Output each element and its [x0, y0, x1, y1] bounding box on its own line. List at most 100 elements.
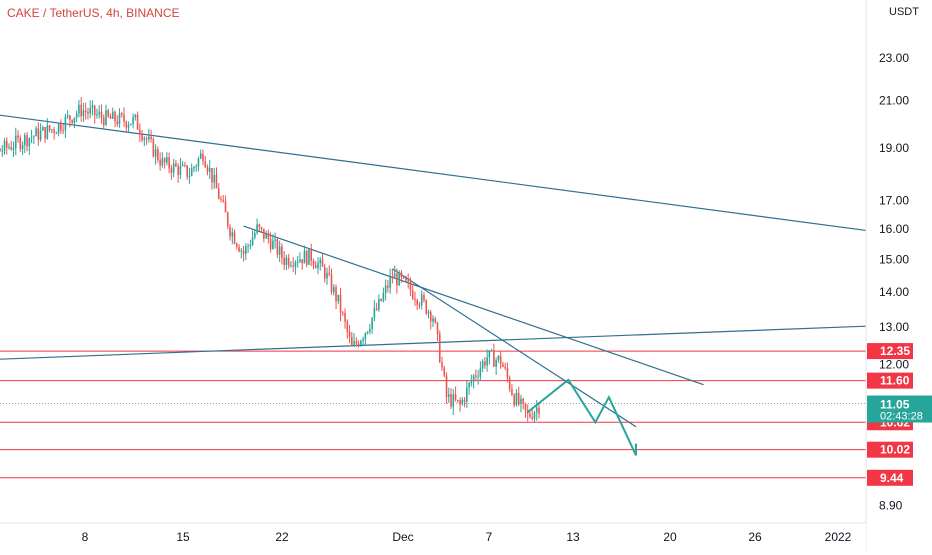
time-tick-label: Dec	[392, 530, 413, 544]
candle-body	[378, 298, 380, 310]
candle-body	[461, 399, 464, 405]
candle-body	[80, 104, 82, 117]
candle-body	[502, 364, 504, 367]
time-tick-label: 2022	[825, 530, 852, 544]
candle-body	[238, 246, 240, 252]
time-tick-label: 7	[486, 530, 493, 544]
candle-body	[1, 150, 4, 152]
candle-body	[391, 276, 394, 278]
candle-body	[443, 367, 446, 376]
candle-body	[120, 113, 123, 115]
candle-body	[152, 138, 155, 157]
candle-body	[37, 128, 40, 140]
candle-body	[290, 265, 292, 267]
time-axis-bg	[0, 523, 866, 550]
candle-body	[5, 140, 8, 148]
candle-body	[226, 212, 229, 227]
candle-body	[130, 123, 132, 125]
candle-body	[328, 272, 331, 275]
candle-body	[414, 298, 416, 301]
candle-body	[14, 135, 17, 149]
candle-body	[472, 375, 475, 382]
candle-body	[116, 121, 119, 125]
candle-body	[429, 311, 432, 322]
current-price-tag	[867, 395, 932, 423]
projection-path	[527, 378, 637, 456]
candle-body	[402, 276, 405, 278]
candle-body	[276, 239, 279, 255]
candle-body	[332, 287, 335, 293]
candle-body	[459, 400, 461, 405]
candle-body	[416, 300, 419, 305]
candle-body	[263, 228, 265, 239]
candle-body	[305, 251, 308, 265]
candle-body	[319, 259, 322, 264]
candle-body	[93, 105, 96, 116]
candle-body	[269, 238, 272, 249]
candle-body	[466, 387, 468, 402]
level-price-tag	[867, 372, 913, 389]
candle-body	[441, 362, 443, 368]
candle-body	[172, 163, 175, 173]
candle-body	[44, 127, 46, 139]
candle-body	[380, 298, 382, 301]
candle-body	[8, 147, 10, 149]
candle-body	[98, 111, 101, 115]
candle-body	[17, 135, 19, 139]
candle-body	[445, 375, 448, 398]
candle-body	[294, 262, 297, 267]
candle-body	[529, 413, 531, 417]
candle-body	[220, 198, 222, 201]
price-tick-label: 16.00	[879, 222, 909, 236]
candle-body	[299, 259, 301, 263]
candle-body	[166, 157, 168, 163]
candle-body	[301, 259, 303, 264]
candle-body	[75, 113, 78, 118]
price-tick-label: 15.00	[879, 252, 909, 266]
candle-body	[384, 285, 387, 294]
candle-body	[312, 260, 315, 266]
candle-body	[438, 333, 441, 363]
candle-body	[249, 244, 252, 246]
candle-body	[468, 382, 470, 388]
candle-body	[222, 200, 225, 202]
candle-body	[82, 110, 85, 117]
candle-body	[51, 129, 53, 131]
level-price-label: 12.35	[880, 344, 910, 358]
candle-body	[393, 273, 396, 278]
candle-body	[463, 399, 466, 402]
candle-body	[179, 165, 182, 176]
candle-body	[533, 412, 536, 419]
price-tick-label: 19.00	[879, 141, 909, 155]
candle-body	[493, 350, 495, 367]
candle-body	[190, 168, 193, 176]
currency-label[interactable]: USDT	[889, 6, 919, 18]
level-price-tag	[867, 441, 913, 458]
candle-body	[425, 300, 428, 314]
candle-body	[148, 136, 150, 140]
candle-body	[522, 398, 525, 404]
candle-body	[39, 130, 42, 140]
level-price-tag	[867, 469, 913, 486]
candle-body	[452, 394, 455, 407]
candle-body	[208, 168, 211, 172]
candle-body	[303, 251, 306, 264]
candle-body	[470, 381, 473, 383]
level-price-label: 11.60	[880, 374, 910, 388]
candle-body	[231, 232, 234, 237]
candle-body	[321, 259, 324, 267]
candle-body	[457, 399, 459, 401]
candle-body	[55, 132, 58, 134]
candle-body	[310, 248, 313, 261]
candle-body	[204, 161, 207, 168]
level-price-label: 10.02	[880, 443, 910, 457]
price-tick-label: 23.00	[879, 51, 909, 65]
candle-body	[407, 280, 409, 282]
candle-body	[111, 111, 114, 119]
candle-body	[217, 188, 220, 199]
candle-body	[508, 377, 511, 390]
candle-body	[233, 232, 236, 244]
candle-body	[136, 114, 139, 130]
